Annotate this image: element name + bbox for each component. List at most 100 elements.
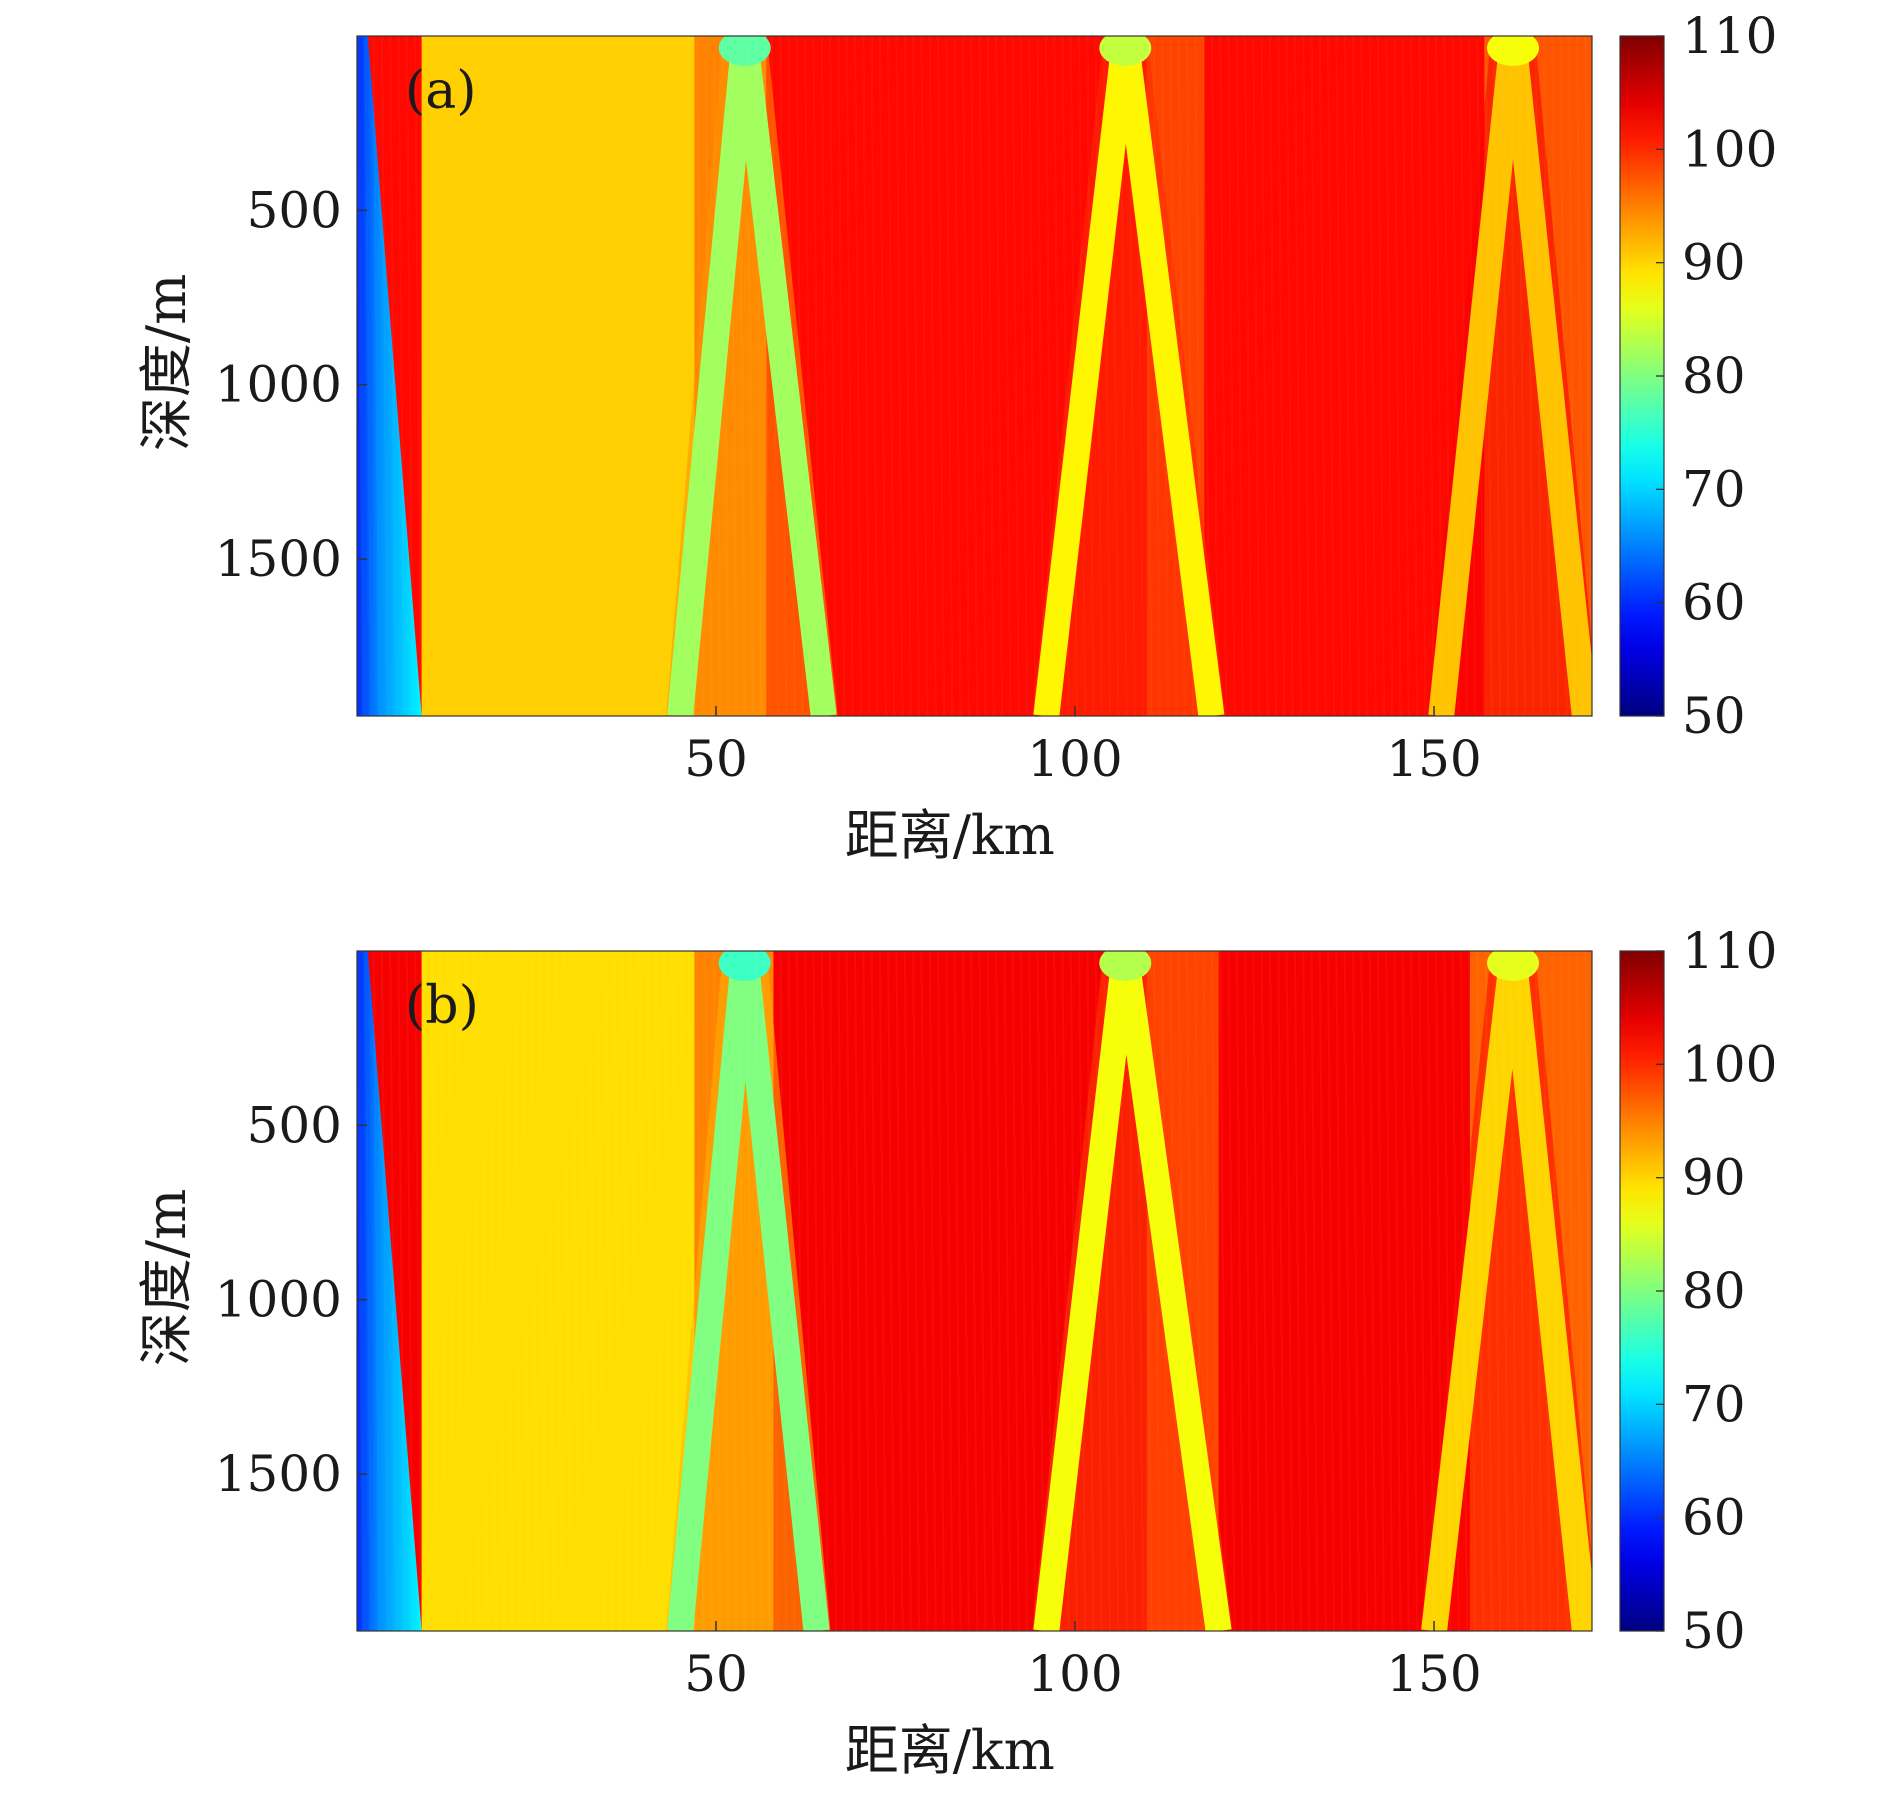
texture-streak (837, 951, 846, 1631)
texture-streak (605, 36, 613, 716)
texture-streak (1443, 36, 1452, 716)
texture-streak (455, 36, 464, 716)
texture-streak (1144, 951, 1153, 1631)
texture-streak (1044, 36, 1053, 716)
texture-streak (1310, 36, 1319, 716)
texture-streak (1069, 36, 1078, 716)
texture-streak (1086, 951, 1095, 1631)
texture-streak (1401, 951, 1410, 1631)
texture-streak (895, 36, 904, 716)
texture-streak (978, 36, 987, 716)
texture-streak (1451, 36, 1460, 716)
texture-streak (903, 36, 912, 716)
texture-streak (953, 951, 962, 1631)
convergence-zone-beam-left (667, 36, 758, 716)
texture-streak (804, 951, 813, 1631)
texture-streak (613, 951, 622, 1631)
texture-streak (961, 36, 970, 716)
y-axis-label: 深度/m (135, 1189, 198, 1366)
texture-streak (555, 951, 564, 1631)
texture-streak (1252, 36, 1261, 716)
texture-streak (447, 951, 456, 1631)
convergence-zone-surface-focus (1099, 36, 1152, 66)
texture-streak (1136, 951, 1145, 1631)
texture-streak (1277, 951, 1286, 1631)
y-tick-label: 1000 (215, 1271, 342, 1329)
texture-streak (1144, 36, 1153, 716)
texture-streak (1169, 951, 1178, 1631)
convergence-zone-beam-left (1421, 951, 1526, 1631)
texture-streak (1501, 36, 1510, 716)
colorbar-tick-label: 60 (1682, 574, 1746, 632)
texture-streak (588, 36, 597, 716)
texture-streak (1269, 36, 1277, 716)
texture-streak (804, 36, 813, 716)
texture-streak (878, 951, 887, 1631)
convergence-zone-beam-left (1033, 36, 1139, 716)
texture-streak (1352, 36, 1360, 716)
y-tick-label: 1500 (215, 1445, 342, 1503)
texture-streak (787, 951, 796, 1631)
texture-streak (1061, 951, 1070, 1631)
texture-streak (654, 36, 663, 716)
texture-streak (970, 36, 979, 716)
colorbar-tick-label: 100 (1682, 120, 1777, 178)
texture-streak (795, 951, 804, 1631)
texture-streak (1011, 36, 1020, 716)
texture-streak (397, 951, 406, 1631)
texture-streak (771, 951, 779, 1631)
texture-streak (522, 951, 530, 1631)
texture-streak (1252, 951, 1261, 1631)
texture-streak (1136, 36, 1145, 716)
texture-streak (488, 36, 497, 716)
texture-streak (563, 951, 572, 1631)
texture-streak (1551, 36, 1560, 716)
texture-streak (1401, 36, 1410, 716)
texture-streak (1285, 36, 1294, 716)
texture-streak (762, 36, 771, 716)
y-tick-label: 500 (247, 181, 342, 239)
texture-streak (1293, 36, 1302, 716)
texture-streak (1534, 36, 1543, 716)
convergence-zone-beam-left (1428, 36, 1526, 716)
texture-streak (1036, 36, 1045, 716)
colorbar-tick-label: 50 (1682, 687, 1746, 745)
texture-streak (1285, 951, 1294, 1631)
texture-streak (912, 951, 921, 1631)
colorbar-tick-label: 100 (1682, 1035, 1777, 1093)
texture-streak (1335, 36, 1344, 716)
texture-streak (1003, 36, 1012, 716)
texture-streak (1061, 36, 1070, 716)
texture-streak (1094, 36, 1103, 716)
texture-streak (1542, 951, 1551, 1631)
texture-streak (1227, 36, 1236, 716)
texture-streak (854, 36, 862, 716)
convergence-zone-beam-right (1112, 36, 1225, 716)
texture-streak (663, 951, 672, 1631)
texture-streak (1368, 951, 1377, 1631)
near-field-wedge (357, 951, 422, 1631)
texture-streak (754, 951, 763, 1631)
x-tick-label: 100 (1027, 1645, 1122, 1703)
texture-streak (812, 36, 821, 716)
texture-streak (779, 951, 788, 1631)
texture-streak (430, 36, 439, 716)
texture-streak (704, 951, 713, 1631)
texture-streak (746, 951, 755, 1631)
texture-streak (621, 36, 630, 716)
texture-streak (455, 951, 464, 1631)
texture-streak (1177, 951, 1186, 1631)
texture-streak (1468, 951, 1477, 1631)
texture-streak (405, 951, 414, 1631)
texture-streak (754, 36, 763, 716)
heatmap-panel-1 (357, 951, 1592, 1631)
texture-streak (1053, 36, 1062, 716)
convergence-zone-beam-left (1033, 951, 1139, 1631)
texture-streak (372, 951, 381, 1631)
texture-streak (357, 36, 366, 716)
texture-streak (430, 951, 439, 1631)
texture-streak (1476, 36, 1485, 716)
texture-streak (688, 951, 696, 1631)
texture-streak (1078, 951, 1087, 1631)
texture-streak (1318, 36, 1327, 716)
